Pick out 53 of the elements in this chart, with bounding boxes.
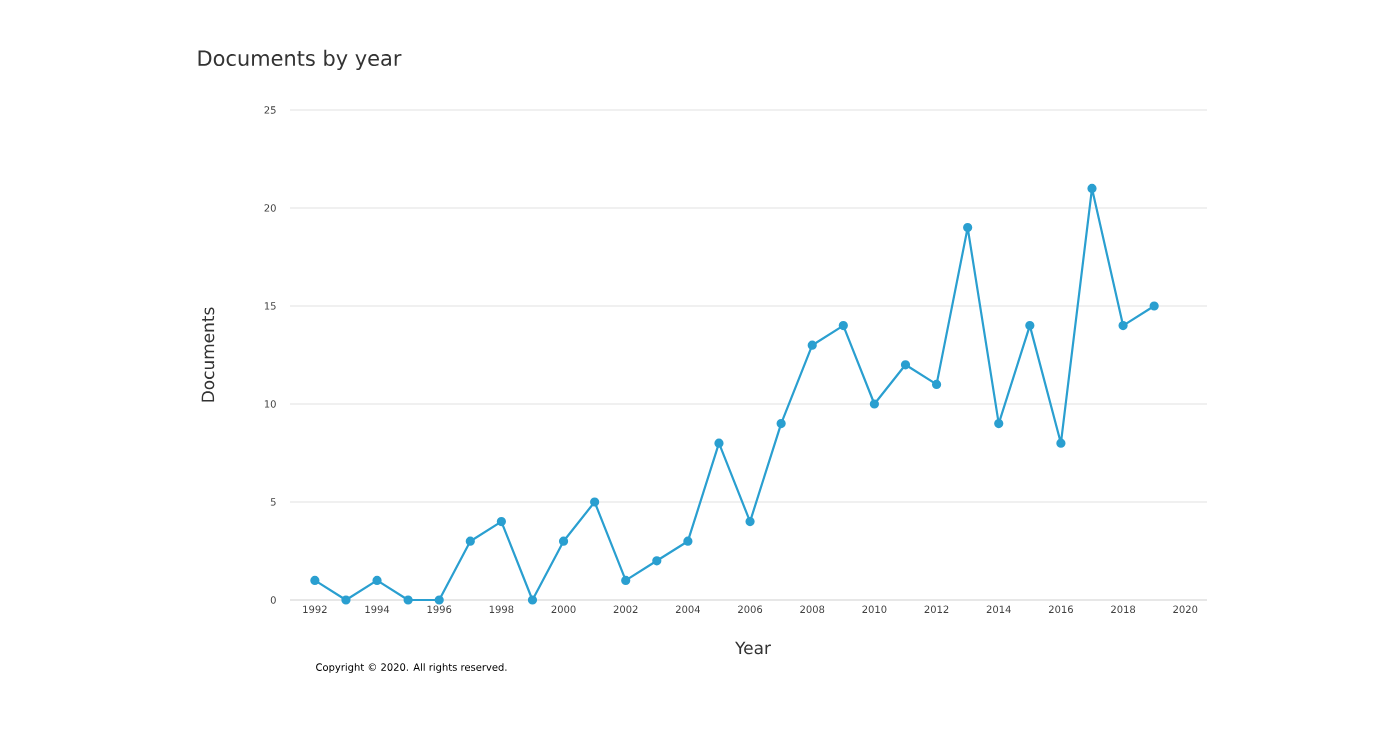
point: [434, 595, 444, 605]
point: [1025, 321, 1035, 331]
x-tick-label: 2008: [800, 605, 825, 614]
x-tick-label: 2014: [986, 605, 1011, 614]
y-tick-label: 20: [264, 204, 276, 212]
point: [900, 360, 911, 370]
point: [1149, 301, 1159, 311]
text: Copyright © 2020. All rights reserved.: [316, 663, 507, 673]
point: [527, 595, 538, 605]
x-tick-label: 2006: [738, 605, 763, 614]
x-tick-label: 2000: [551, 605, 576, 614]
point: [310, 575, 320, 585]
point: [869, 399, 879, 409]
point: [931, 379, 942, 389]
point: [372, 575, 382, 585]
x-tick-label: 1996: [427, 605, 452, 614]
x-tick-label: 1998: [489, 605, 514, 614]
y-tick-label: 15: [264, 302, 276, 310]
point: [994, 419, 1004, 429]
x-tick-label: 1994: [365, 605, 390, 614]
x-tick-label: 2016: [1048, 605, 1073, 614]
point: [807, 340, 817, 350]
point: [465, 536, 475, 546]
point: [1087, 183, 1097, 193]
chart-title: Documents by year: [198, 49, 402, 71]
point: [776, 419, 786, 429]
x-tick-label: 2012: [924, 605, 949, 614]
point: [1118, 321, 1128, 331]
point: [838, 321, 848, 331]
point: [714, 438, 724, 448]
y-tick-label: 0: [270, 596, 276, 604]
point: [683, 536, 693, 546]
x-tick-label: 2004: [675, 605, 700, 614]
y-tick-label: 5: [270, 498, 276, 506]
y-axis-title: Documents: [201, 307, 215, 402]
x-tick-label: 2020: [1173, 605, 1198, 614]
y-tick-label: 25: [264, 106, 276, 114]
point: [963, 222, 973, 233]
point: [558, 536, 569, 546]
point: [652, 556, 662, 566]
x-tick-label: 2010: [862, 605, 887, 614]
point: [496, 517, 506, 527]
point: [403, 595, 413, 605]
x-tick-label: 2018: [1111, 605, 1136, 614]
point: [745, 517, 755, 527]
point: [621, 575, 631, 585]
x-tick-label: 1992: [303, 605, 327, 614]
point: [590, 497, 600, 507]
point: [1056, 438, 1066, 448]
point: [341, 595, 351, 605]
x-tick-label: 2002: [613, 605, 638, 614]
y-tick-label: 10: [264, 400, 276, 408]
x-axis-title: Year: [735, 641, 771, 655]
